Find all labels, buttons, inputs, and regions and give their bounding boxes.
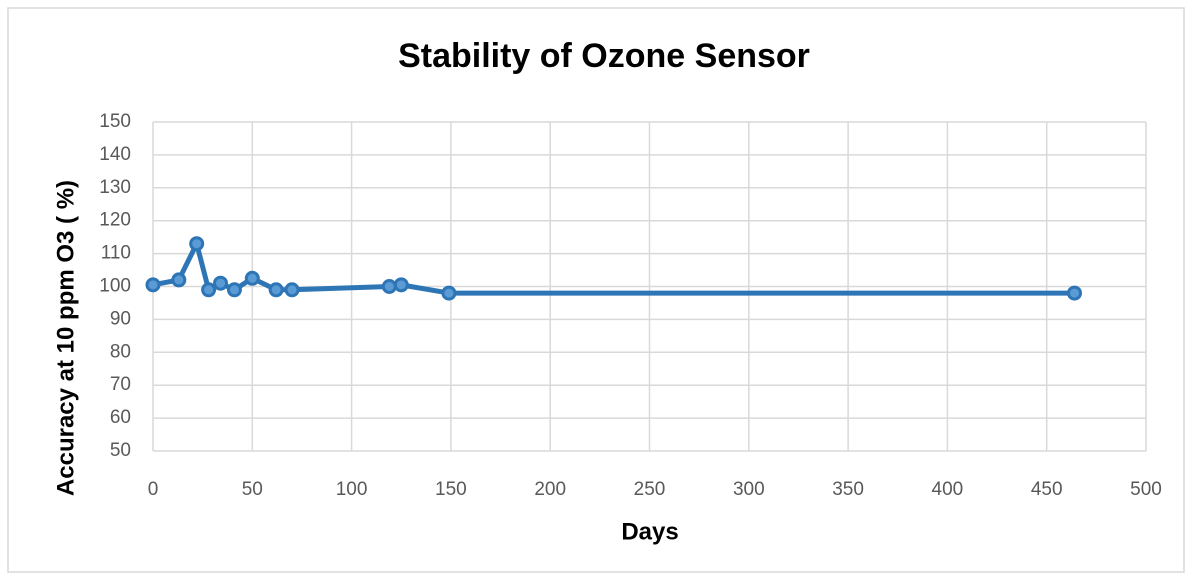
data-point — [213, 275, 229, 291]
data-point — [268, 282, 284, 298]
x-tick-label: 50 — [242, 479, 263, 500]
data-point — [189, 236, 205, 252]
y-tick-label: 140 — [99, 144, 131, 165]
y-axis-label: Accuracy at 10 ppm O3 ( %) — [52, 180, 79, 496]
x-tick-label: 350 — [832, 479, 864, 500]
y-tick-label: 90 — [110, 308, 131, 329]
y-tick-label: 100 — [99, 276, 131, 297]
data-point — [441, 285, 457, 301]
y-tick-label: 50 — [110, 440, 131, 461]
x-tick-label: 300 — [733, 479, 765, 500]
y-tick-label: 120 — [99, 210, 131, 231]
data-point — [226, 282, 242, 298]
data-point — [201, 282, 217, 298]
y-tick-label: 80 — [110, 341, 131, 362]
data-point — [1067, 285, 1083, 301]
data-point — [393, 277, 409, 293]
data-point — [284, 282, 300, 298]
y-tick-label: 60 — [110, 407, 131, 428]
data-point — [145, 277, 161, 293]
y-tick-label: 130 — [99, 177, 131, 198]
x-tick-label: 400 — [932, 479, 964, 500]
data-point — [171, 272, 187, 288]
x-tick-label: 100 — [336, 479, 368, 500]
chart-frame — [7, 7, 1185, 573]
x-tick-label: 200 — [534, 479, 566, 500]
x-tick-label: 500 — [1130, 479, 1162, 500]
y-tick-label: 150 — [99, 111, 131, 132]
x-tick-label: 450 — [1031, 479, 1063, 500]
x-tick-label: 0 — [148, 479, 159, 500]
y-tick-label: 110 — [101, 243, 131, 264]
x-tick-label: 150 — [435, 479, 467, 500]
x-tick-label: 250 — [634, 479, 666, 500]
x-axis-label: Days — [621, 518, 678, 545]
data-point — [381, 279, 397, 294]
data-point — [244, 270, 260, 286]
y-tick-label: 70 — [110, 374, 131, 395]
chart-title: Stability of Ozone Sensor — [398, 37, 810, 75]
